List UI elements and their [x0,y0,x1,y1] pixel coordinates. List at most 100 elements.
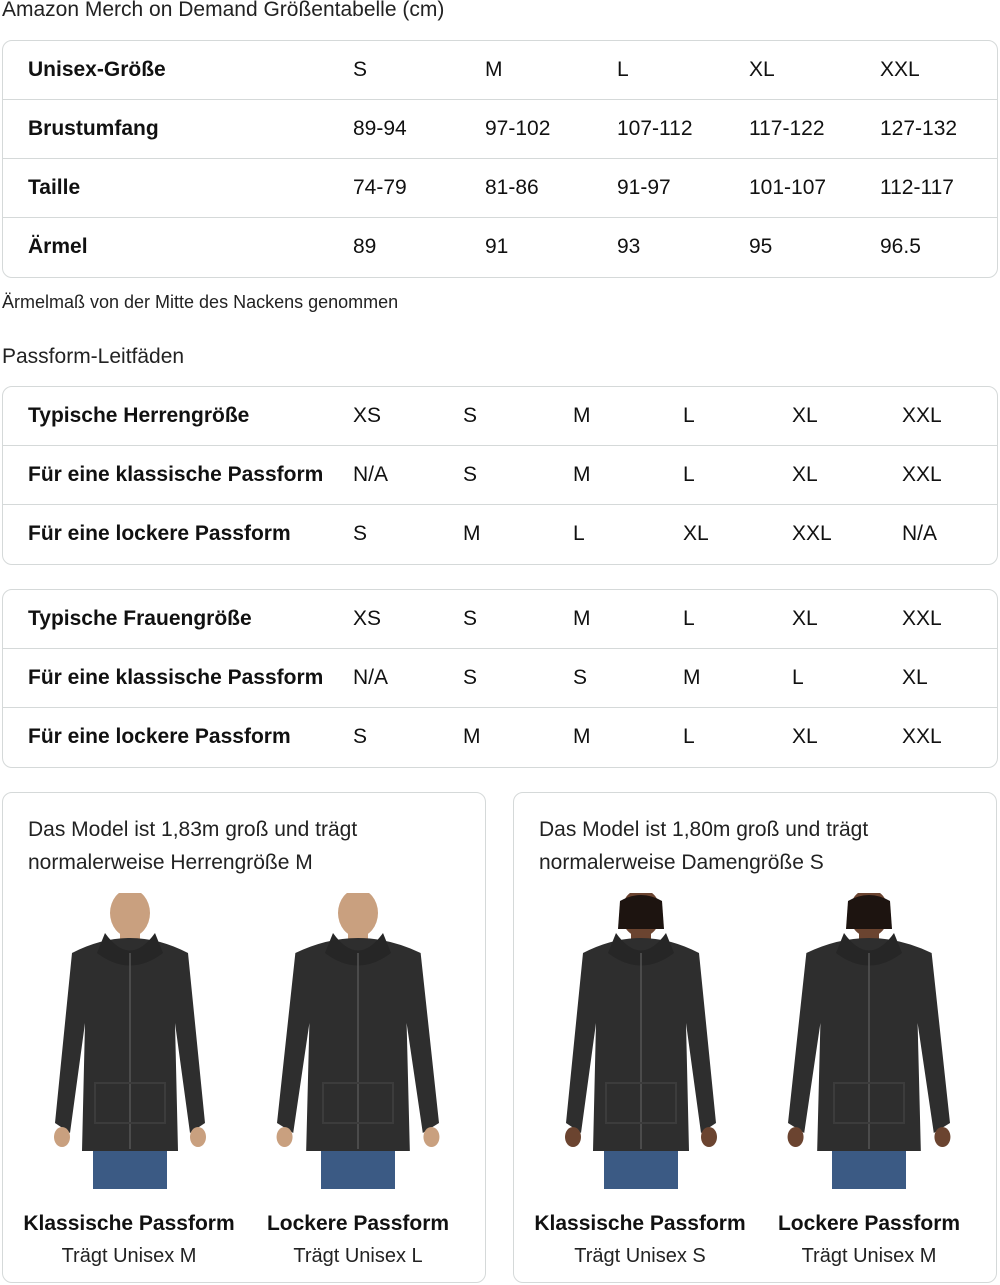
women-fit-table: Typische Frauengröße XS S M L XL XXL Für eine k… [2,589,998,768]
model-photo [546,889,736,1189]
caption-line: Das Model ist 1,80m groß und trägt [539,818,869,841]
table-cell: N/A [353,666,389,689]
table-cell: S [353,522,368,545]
table-cell: S [463,463,478,486]
model-photo [774,889,964,1189]
table-cell: L [617,58,629,81]
table-cell: L [683,463,695,486]
table-cell: XXL [902,404,942,427]
table-cell: 81-86 [485,176,539,199]
table-cell: 112-117 [880,176,954,199]
table-cell: S [463,404,478,427]
table-cell: M [485,58,503,81]
table-cell: M [463,522,481,545]
table-cell: XL [792,404,818,427]
fit-label: Lockere Passform Trägt Unisex M [754,1208,984,1272]
model-photo [35,889,225,1189]
page-title: Amazon Merch on Demand Größentabelle (cm… [2,0,445,21]
table-cell: L [573,522,585,545]
table-cell: S [353,58,368,81]
table-cell: XXL [880,58,920,81]
table-row: Für eine klassische Passform N/A S M L XL XXL [3,446,997,505]
table-cell: XL [792,725,818,748]
fit-guides-title: Passform-Leitfäden [2,345,185,368]
table-cell: XL [792,463,818,486]
table-row: Für eine klassische Passform N/A S S M L XL [3,649,997,708]
table-cell: M [573,463,591,486]
fit-label: Klassische Passform Trägt Unisex S [525,1208,755,1272]
fit-title: Lockere Passform [777,1212,961,1235]
table-row: Für eine lockere Passform S M L XL XXL N/A [3,505,997,564]
table-cell: M [463,725,481,748]
table-cell: M [573,607,591,630]
fit-size: Trägt Unisex S [574,1245,706,1267]
table-cell: XS [353,404,382,427]
table-row: Für eine lockere Passform S M M L XL XXL [3,708,997,767]
row-label: Typische Frauengröße [28,607,252,630]
table-cell: XXL [792,522,832,545]
row-label: Brustumfang [28,117,159,140]
caption-line: normalerweise Damengröße S [539,851,824,874]
fit-label: Klassische Passform Trägt Unisex M [14,1208,244,1272]
table-row: Unisex-Größe S M L XL XXL [3,41,997,100]
table-cell: XL [792,607,818,630]
table-cell: 89 [353,235,377,258]
row-label: Für eine klassische Passform [28,463,324,486]
fit-label: Lockere Passform Trägt Unisex L [243,1208,473,1272]
row-label: Typische Herrengröße [28,404,250,427]
table-row: Typische Frauengröße XS S M L XL XXL [3,590,997,649]
table-cell: XS [353,607,382,630]
table-row: Ärmel 89 91 93 95 96.5 [3,218,997,277]
row-label: Für eine lockere Passform [28,725,291,748]
table-cell: N/A [353,463,389,486]
table-cell: L [792,666,804,689]
row-label: Taille [28,176,81,199]
table-cell: 96.5 [880,235,921,258]
row-label: Unisex-Größe [28,58,166,81]
table-row: Taille 74-79 81-86 91-97 101-107 112-117 [3,159,997,218]
row-label: Für eine lockere Passform [28,522,291,545]
table-cell: 89-94 [353,117,407,140]
table-cell: S [353,725,368,748]
table-cell: 117-122 [749,117,825,140]
row-label: Ärmel [28,235,88,258]
model-caption: Das Model ist 1,80m groß und trägt normal… [539,813,868,879]
table-cell: XXL [902,607,942,630]
table-cell: 93 [617,235,641,258]
table-cell: 107-112 [617,117,693,140]
fit-size: Trägt Unisex L [293,1245,423,1267]
table-cell: S [463,666,478,689]
fit-title: Klassische Passform [534,1212,746,1235]
table-cell: M [683,666,701,689]
table-row: Typische Herrengröße XS S M L XL XXL [3,387,997,446]
table-cell: 74-79 [353,176,407,199]
men-model-card: Das Model ist 1,83m groß und trägt normal… [2,792,486,1283]
table-cell: L [683,607,695,630]
fit-title: Lockere Passform [266,1212,450,1235]
table-cell: 127-132 [880,117,958,140]
fit-title: Klassische Passform [23,1212,235,1235]
table-cell: 101-107 [749,176,827,199]
fit-size: Trägt Unisex M [801,1245,937,1267]
table-cell: N/A [902,522,938,545]
row-label: Für eine klassische Passform [28,666,324,689]
table-cell: XL [902,666,928,689]
caption-line: Das Model ist 1,83m groß und trägt [28,818,358,841]
sleeve-note: Ärmelmaß von der Mitte des Nackens genom… [2,292,399,312]
table-cell: S [463,607,478,630]
table-row: Brustumfang 89-94 97-102 107-112 117-122 127-… [3,100,997,159]
table-cell: 91-97 [617,176,671,199]
caption-line: normalerweise Herrengröße M [28,851,313,874]
fit-size: Trägt Unisex M [61,1245,197,1267]
table-cell: S [573,666,588,689]
women-model-card: Das Model ist 1,80m groß und trägt normal… [513,792,997,1283]
table-cell: 97-102 [485,117,551,140]
table-cell: M [573,725,591,748]
men-fit-table: Typische Herrengröße XS S M L XL XXL Für eine k… [2,386,998,565]
model-photo [263,889,453,1189]
table-cell: XL [683,522,709,545]
table-cell: XXL [902,725,942,748]
table-cell: 91 [485,235,509,258]
table-cell: XL [749,58,775,81]
table-cell: L [683,404,695,427]
